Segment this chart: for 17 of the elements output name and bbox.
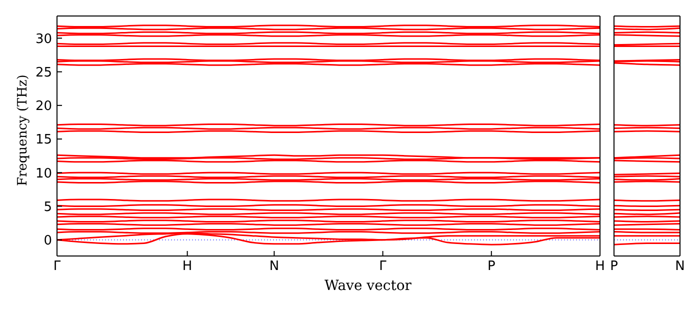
y-axis-title: Frequency (THz) bbox=[16, 74, 31, 186]
x-tick-label: H bbox=[182, 259, 192, 274]
x-tick-label: Γ bbox=[53, 259, 62, 274]
y-tick-label: 20 bbox=[35, 99, 52, 114]
y-tick-label: 30 bbox=[35, 32, 52, 47]
y-tick-label: 10 bbox=[35, 166, 52, 182]
x-axis-title: Wave vector bbox=[324, 278, 412, 294]
x-tick-label: N bbox=[269, 259, 280, 274]
y-tick-label: 15 bbox=[35, 132, 52, 148]
y-tick-label: 0 bbox=[44, 233, 52, 248]
x-tick-label: N bbox=[675, 259, 685, 274]
x-tick-label: Γ bbox=[379, 259, 388, 274]
x-tick-label: H bbox=[595, 259, 605, 274]
x-tick-label: P bbox=[487, 259, 496, 274]
y-tick-label: 5 bbox=[44, 200, 52, 215]
y-tick-label: 25 bbox=[35, 65, 52, 80]
x-tick-label: P bbox=[610, 259, 618, 274]
